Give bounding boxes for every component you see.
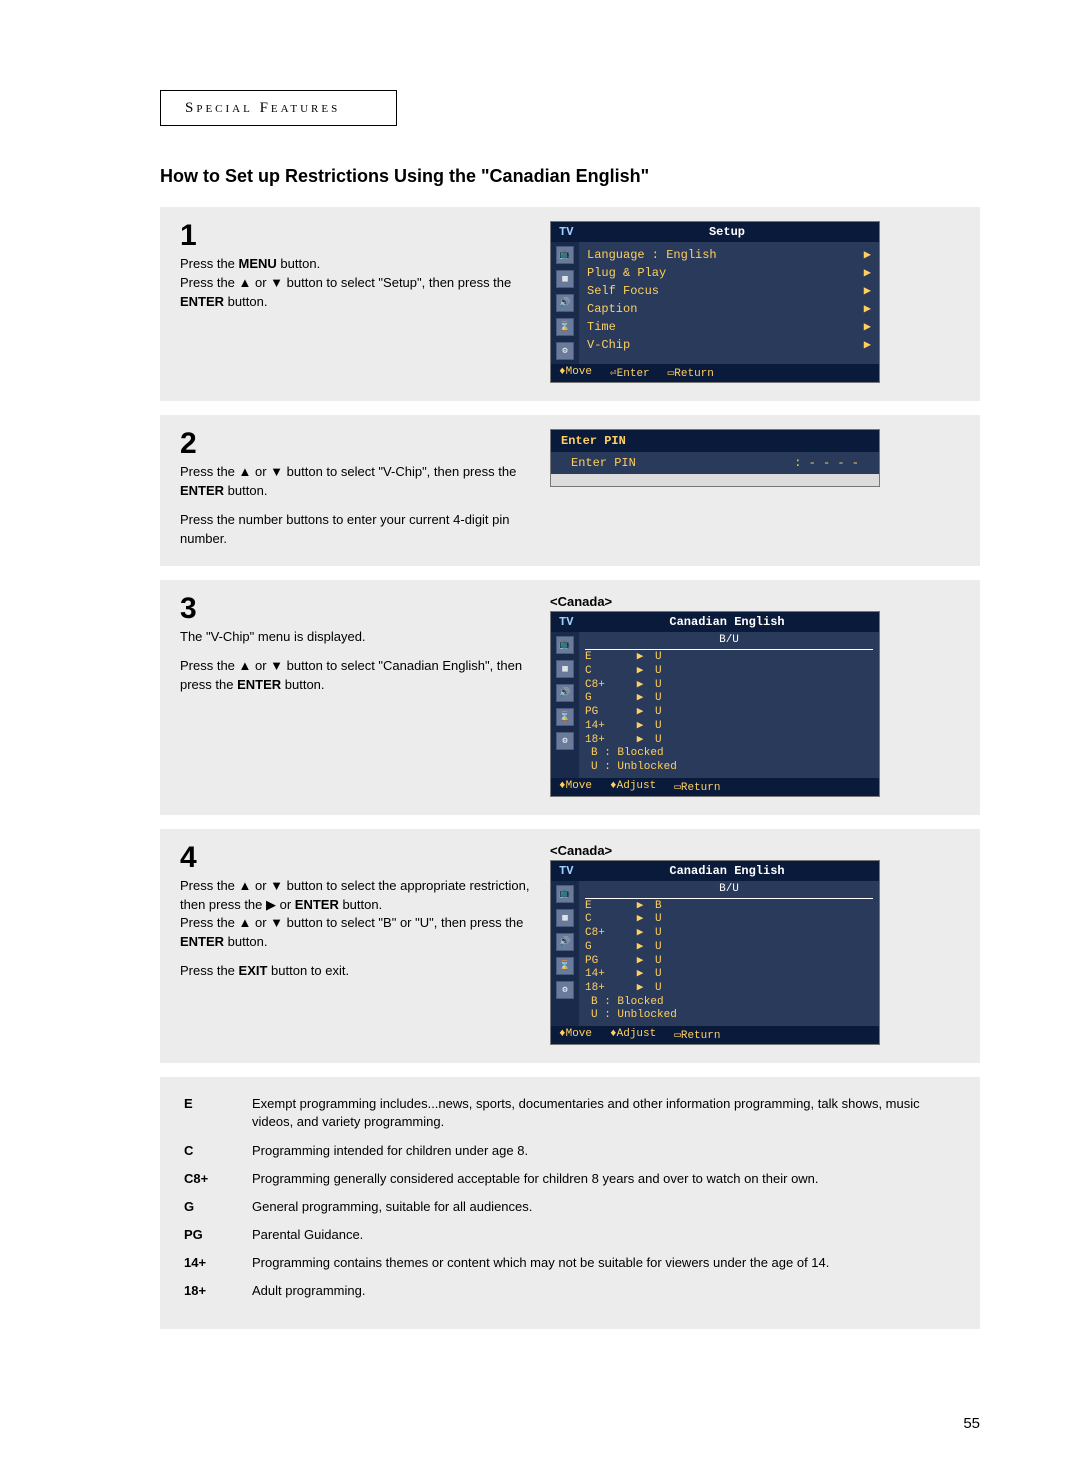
osd-pin-header: Enter PIN [551,430,879,452]
sound-icon: 🔊 [556,294,574,312]
step-text: Press the MENU button.Press the ▲ or ▼ b… [180,255,530,312]
tv-icon: 📺 [556,246,574,264]
osd-canada-3: TV Canadian English 📺 ▦ 🔊 ⌛ ⚙ B/U E▶UC▶U… [550,611,880,796]
osd-tv-label: TV [559,225,583,239]
osd-legend: B : BlockedU : Unblocked [585,747,873,775]
timer-icon: ⌛ [556,957,574,975]
osd-setup: TV Setup 📺 ▦ 🔊 ⌛ ⚙ Language : English▶Pl… [550,221,880,383]
input-icon: ▦ [556,660,574,678]
section-header: Special Features [160,90,397,126]
osd-tv-label: TV [559,615,583,629]
osd-menu-items: Language : English▶Plug & Play▶Self Focu… [579,242,879,364]
step-3: 3 The "V-Chip" menu is displayed.Press t… [160,580,980,814]
osd-footer: ♦Move♦Adjust▭Return [551,1026,879,1044]
osd-sidebar-icons: 📺 ▦ 🔊 ⌛ ⚙ [551,881,579,1026]
osd-footer: ♦Move⏎Enter▭Return [551,364,879,382]
osd-sidebar-icons: 📺 ▦ 🔊 ⌛ ⚙ [551,632,579,777]
osd-footer: ♦Move♦Adjust▭Return [551,778,879,796]
osd-pin-label: Enter PIN [571,456,636,470]
osd-rating-rows: E▶UC▶UC8+▶UG▶UPG▶U14+▶U18+▶U [585,651,873,747]
sound-icon: 🔊 [556,684,574,702]
timer-icon: ⌛ [556,708,574,726]
setup-icon: ⚙ [556,342,574,360]
section-header-text: Special Features [185,100,340,116]
osd-title: Setup [583,225,871,239]
tv-icon: 📺 [556,885,574,903]
step-number: 4 [180,843,530,873]
step-text: Press the ▲ or ▼ button to select the ap… [180,877,530,981]
canada-label: <Canada> [550,843,880,858]
step-number: 3 [180,594,530,624]
step-1: 1 Press the MENU button.Press the ▲ or ▼… [160,207,980,401]
rating-definitions: EExempt programming includes...news, spo… [160,1077,980,1329]
step-text: Press the ▲ or ▼ button to select "V-Chi… [180,463,530,548]
osd-col-header: B/U [585,634,873,650]
step-text: The "V-Chip" menu is displayed.Press the… [180,628,530,695]
page-title: How to Set up Restrictions Using the "Ca… [160,166,980,187]
osd-col-header: B/U [585,883,873,899]
osd-title: Canadian English [583,615,871,629]
setup-icon: ⚙ [556,732,574,750]
step-2: 2 Press the ▲ or ▼ button to select "V-C… [160,415,980,566]
input-icon: ▦ [556,909,574,927]
setup-icon: ⚙ [556,981,574,999]
sound-icon: 🔊 [556,933,574,951]
tv-icon: 📺 [556,636,574,654]
osd-pin-value: : - - - - [794,456,859,470]
step-number: 2 [180,429,530,459]
osd-canada-4: TV Canadian English 📺 ▦ 🔊 ⌛ ⚙ B/U E▶BC▶U… [550,860,880,1045]
timer-icon: ⌛ [556,318,574,336]
osd-legend: B : BlockedU : Unblocked [585,996,873,1024]
step-4: 4 Press the ▲ or ▼ button to select the … [160,829,980,1063]
osd-pin: Enter PIN Enter PIN : - - - - [550,429,880,487]
input-icon: ▦ [556,270,574,288]
osd-title: Canadian English [583,864,871,878]
page-number: 55 [963,1415,980,1432]
canada-label: <Canada> [550,594,880,609]
osd-tv-label: TV [559,864,583,878]
osd-rating-rows: E▶BC▶UC8+▶UG▶UPG▶U14+▶U18+▶U [585,900,873,996]
osd-sidebar-icons: 📺 ▦ 🔊 ⌛ ⚙ [551,242,579,364]
step-number: 1 [180,221,530,251]
